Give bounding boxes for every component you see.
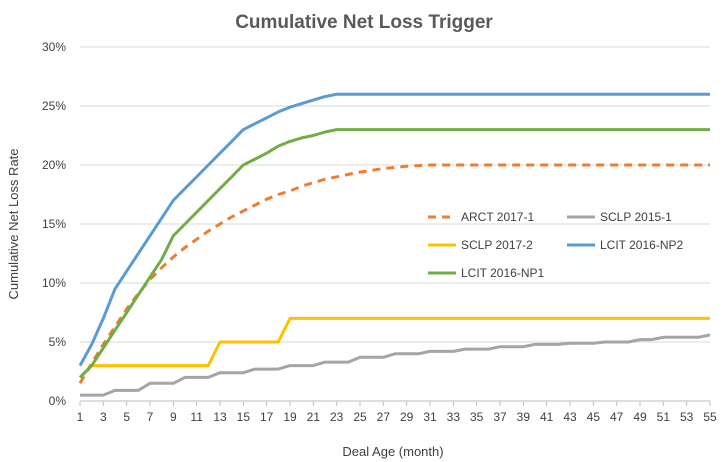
y-tick-label: 15%	[42, 217, 66, 231]
legend-label: SCLP 2015-1	[600, 210, 672, 224]
x-axis-label: Deal Age (month)	[342, 444, 443, 459]
x-tick-label: 5	[123, 410, 130, 424]
x-tick-label: 43	[563, 410, 577, 424]
x-tick-label: 21	[307, 410, 321, 424]
x-tick-label: 51	[657, 410, 671, 424]
y-tick-label: 10%	[42, 276, 66, 290]
y-tick-label: 20%	[42, 158, 66, 172]
x-tick-label: 49	[633, 410, 647, 424]
series-lines	[78, 92, 711, 397]
y-tick-label: 30%	[42, 40, 66, 54]
series-line-sclp-2017-2	[78, 316, 710, 379]
series-line-lcit-2016-np1	[78, 128, 710, 379]
series-line-lcit-2016-np2	[78, 92, 710, 367]
x-tick-label: 1	[77, 410, 84, 424]
x-tick-label: 7	[147, 410, 154, 424]
legend-label: SCLP 2017-2	[461, 238, 533, 252]
x-tick-label: 39	[517, 410, 531, 424]
x-tick-label: 23	[330, 410, 344, 424]
series-line-sclp-2015-1	[80, 333, 711, 397]
x-tick-label: 47	[610, 410, 624, 424]
y-axis-label: Cumulative Net Loss Rate	[6, 148, 21, 299]
x-tick-label: 33	[447, 410, 461, 424]
x-tick-label: 27	[377, 410, 391, 424]
x-tick-label: 37	[493, 410, 507, 424]
y-tick-label: 5%	[49, 335, 67, 349]
y-axis-ticks: 0% 5% 10% 15% 20% 25% 30%	[42, 40, 66, 408]
x-tick-label: 35	[470, 410, 484, 424]
x-tick-label: 3	[100, 410, 107, 424]
legend-label: ARCT 2017-1	[461, 210, 534, 224]
x-tick-label: 45	[587, 410, 601, 424]
x-tick-label: 53	[680, 410, 694, 424]
x-tick-label: 15	[237, 410, 251, 424]
x-tick-label: 17	[260, 410, 274, 424]
x-tick-label: 11	[190, 410, 203, 424]
x-tick-label: 55	[703, 410, 717, 424]
gridlines	[80, 46, 710, 343]
x-tick-label: 25	[353, 410, 367, 424]
x-tick-label: 13	[213, 410, 227, 424]
y-tick-label: 0%	[49, 394, 67, 408]
chart-title: Cumulative Net Loss Trigger	[235, 12, 493, 33]
y-tick-label: 25%	[42, 99, 66, 113]
x-tick-label: 41	[540, 410, 554, 424]
x-axis-ticks: 1 3 5 7 9 11 13 15 17 19 21 23 25 27 29 31 33 35 37 39 41 43 4…	[77, 401, 717, 424]
x-tick-label: 19	[283, 410, 297, 424]
x-tick-label: 31	[423, 410, 437, 424]
legend: ARCT 2017-1 SCLP 2015-1 SCLP 2017-2 LCIT 20…	[428, 210, 683, 280]
x-tick-label: 29	[400, 410, 414, 424]
x-tick-label: 9	[170, 410, 177, 424]
legend-label: LCIT 2016-NP1	[461, 266, 544, 280]
legend-label: LCIT 2016-NP2	[600, 238, 683, 252]
